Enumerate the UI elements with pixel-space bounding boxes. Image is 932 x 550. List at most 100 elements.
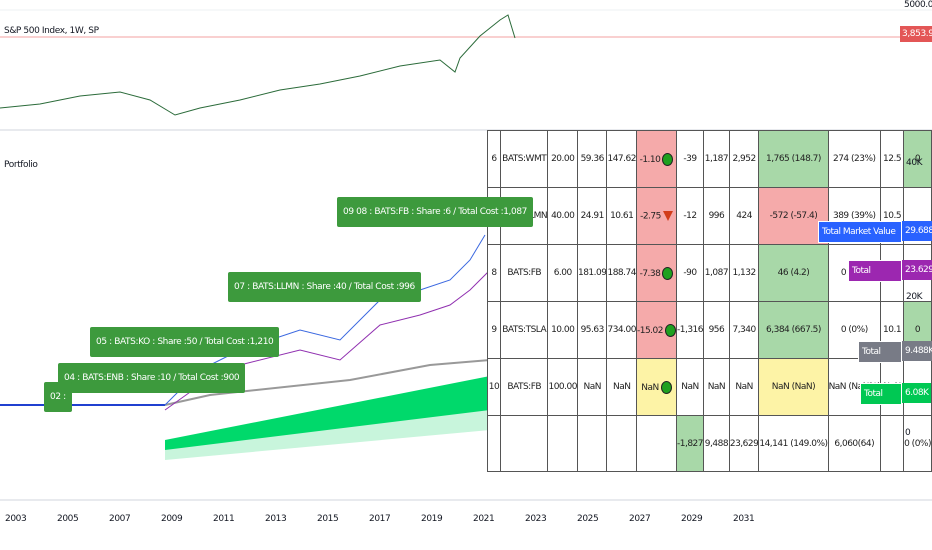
trade-label: 07 : BATS:LLMN : Share :40 / Total Cost … — [228, 272, 421, 302]
cell-text: -15.02 — [636, 325, 663, 336]
cell-text: 12.5 — [883, 154, 902, 164]
cell-text: -572 (-57.4) — [769, 211, 818, 221]
table-cell: 23,629 — [728, 415, 760, 472]
cell-text: 46 (4.2) — [777, 268, 810, 278]
cell-text: 274 (23%) — [832, 154, 876, 164]
table-cell — [547, 415, 578, 472]
cell-text: 734.00 — [607, 325, 636, 335]
cell-text: 59.36 — [580, 154, 605, 164]
table-cell: 14,141 (149.0%) — [758, 415, 829, 472]
cell-text: 9 — [491, 325, 497, 335]
cell-text: NaN — [583, 382, 601, 392]
table-cell: 7,340 — [728, 301, 760, 359]
table-cell: 274 (23%) — [827, 130, 881, 188]
table-cell — [487, 415, 501, 472]
table-cell — [606, 415, 637, 472]
cell-text: -12 — [683, 211, 697, 221]
table-cell: -15.02 — [635, 301, 677, 359]
cell-text: 6,384 (667.5) — [766, 325, 821, 335]
table-cell: 2,952 — [728, 130, 760, 188]
cell-text: 20.00 — [551, 154, 575, 164]
cell-text: NaN — [612, 382, 631, 392]
table-cell: -90 — [675, 244, 705, 302]
table-cell: 10.61 — [606, 187, 637, 245]
y-axis-label: 20K — [906, 292, 923, 302]
trade-label: 04 : BATS:ENB : Share :10 / Total Cost :… — [58, 363, 246, 393]
down-icon — [662, 210, 673, 221]
table-cell: 1,132 — [728, 244, 760, 302]
table-cell: 188.74 — [606, 244, 637, 302]
table-cell: NaN — [606, 358, 637, 416]
legend-name: Total Cost Value — [858, 341, 902, 363]
x-axis-label: 2017 — [369, 514, 391, 524]
table-cell: BATS:FB — [499, 358, 549, 416]
legend-value: 9.488K — [902, 341, 932, 361]
cell-text: 100.00 — [548, 382, 577, 392]
x-axis-label: 2013 — [265, 514, 287, 524]
price-label: 3,853.9 — [900, 26, 932, 42]
portfolio-title: Portfolio — [4, 160, 38, 170]
cell-text: 0 (0%) — [904, 438, 931, 449]
cell-text: -7.38 — [639, 268, 661, 279]
cell-text: 1,132 — [732, 268, 756, 278]
cell-text: 0 — [914, 325, 921, 335]
table-cell — [879, 415, 905, 472]
legend-value: 6.08K — [902, 383, 932, 403]
table-cell: 147.62 — [606, 130, 637, 188]
cell-text: 10.1 — [883, 325, 902, 335]
cell-text: NaN — [641, 382, 659, 393]
table-cell: 46 (4.2) — [758, 244, 829, 302]
cell-text: BATS:FB — [507, 268, 542, 278]
portfolio-table: 6 BATS:WMT 20.00 59.36 147.62 -1.10 -39 1,187 2,… — [487, 130, 932, 472]
cell-text: BATS:TSLA — [502, 325, 547, 335]
table-cell: -39 — [675, 130, 705, 188]
cell-text: NaN — [681, 382, 699, 392]
table-cell: NaN — [576, 358, 608, 416]
cell-text: 0 (0%) — [840, 325, 868, 335]
status-icon — [662, 152, 674, 166]
cell-text: 95.63 — [580, 325, 605, 335]
cell-text: 147.62 — [607, 154, 636, 164]
cell-text: BATS:FB — [507, 382, 542, 392]
legend-name: Total Market Value with Dividend — [818, 221, 902, 243]
cell-text: 14,141 (149.0%) — [759, 438, 828, 449]
table-cell: 95.63 — [576, 301, 608, 359]
cell-text: 6,060(64) — [834, 438, 875, 449]
cell-text: 8 — [491, 268, 497, 278]
table-cell — [635, 415, 677, 472]
cell-text: 6.00 — [553, 268, 573, 278]
cell-text: 0 — [914, 154, 921, 164]
table-cell: BATS:WMT — [499, 130, 549, 188]
legend-name: Total Dividend — [860, 383, 902, 405]
cell-text: -1.10 — [639, 154, 661, 165]
cell-text: 10.61 — [610, 211, 634, 221]
cell-text: 40.00 — [551, 211, 575, 221]
cell-text: BATS:WMT — [502, 154, 547, 164]
cell-text: -1,316 — [676, 325, 703, 335]
x-axis-label: 2023 — [525, 514, 547, 524]
table-cell: 6,060(64) — [827, 415, 881, 472]
status-icon — [660, 380, 672, 394]
x-axis-label: 2005 — [57, 514, 79, 524]
table-cell: 20.00 — [547, 130, 578, 188]
table-cell: 996 — [703, 187, 730, 245]
trade-label: 09 08 : BATS:FB : Share :6 / Total Cost … — [337, 197, 533, 227]
top-axis-label: 5000.00 — [904, 0, 932, 10]
table-cell: -572 (-57.4) — [758, 187, 829, 245]
trade-label: 05 : BATS:KO : Share :50 / Total Cost :1… — [90, 327, 280, 357]
cell-text: 1,765 (148.7) — [766, 154, 821, 164]
x-axis-label: 2011 — [213, 514, 235, 524]
cell-text: 23,629 — [729, 438, 759, 449]
table-cell: 181.09 — [576, 244, 608, 302]
status-icon — [662, 266, 674, 280]
cell-text: 956 — [708, 325, 725, 335]
x-axis-label: 2025 — [577, 514, 599, 524]
cell-text: 10.00 — [551, 325, 575, 335]
table-cell: 1,187 — [703, 130, 730, 188]
table-cell: BATS:TSLA — [499, 301, 549, 359]
table-cell: 12.5 — [879, 130, 905, 188]
table-cell: 0 (0%) — [903, 415, 932, 472]
cell-text: 424 — [736, 211, 752, 221]
table-cell: 8 — [487, 244, 501, 302]
cell-text: 9,488 — [704, 438, 729, 449]
